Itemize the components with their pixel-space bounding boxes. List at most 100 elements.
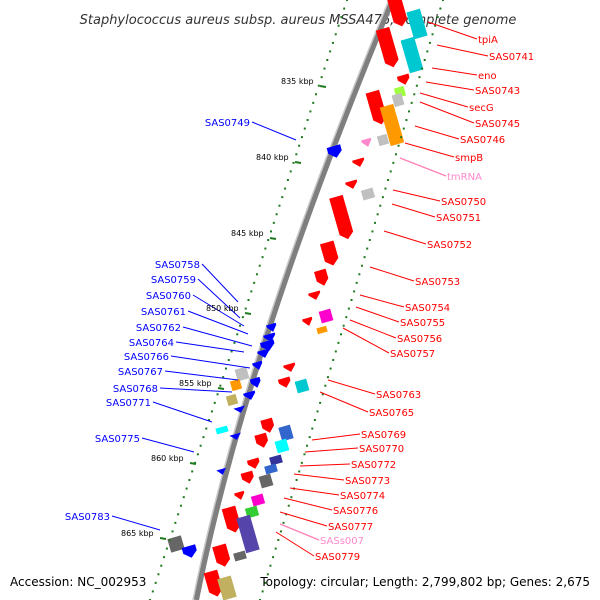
feature-block [225,393,239,407]
forward-gene [375,26,399,68]
leader-line [311,433,361,441]
gene-label[interactable]: smpB [455,153,483,164]
gene-label[interactable]: SASs007 [320,536,364,547]
inner-tick-dot [174,521,177,524]
major-tick [189,462,197,465]
gene-label[interactable]: SAS0761 [141,307,186,318]
inner-tick-dot [191,470,194,473]
outer-tick-dot [282,521,285,524]
gene-label[interactable]: SAS0762 [136,323,181,334]
forward-gene [246,457,260,469]
scale-label-860: 860 kbp [151,454,184,463]
outer-tick-dot [347,307,350,310]
inner-tick-dot [298,144,301,147]
gene-label[interactable]: SAS0749 [205,118,250,129]
inner-tick-dot [343,7,346,10]
gene-label[interactable]: SAS0759 [151,275,196,286]
gene-label[interactable]: SAS0741 [489,52,534,63]
feature-block-shape [406,8,428,40]
outer-tick-dot [340,333,343,336]
inner-tick-dot [312,101,315,104]
forward-gene [254,432,269,448]
gene-label[interactable]: SAS0750 [441,197,486,208]
inner-tick-dot [222,376,225,379]
leader-line [425,81,475,91]
reverse-gene-shape [243,390,256,400]
forward-gene-shape [246,457,260,469]
feature-block [229,378,243,392]
feature-block [360,187,376,201]
gene-label[interactable]: eno [478,71,497,82]
gene-label[interactable]: SAS0760 [146,291,191,302]
feature-block-shape [225,393,239,407]
label-leader-lines [111,21,489,557]
forward-gene-shape [240,470,254,484]
gene-label[interactable]: SAS0773 [345,476,390,487]
forward-gene-shape [234,490,245,500]
outer-tick-dot [353,290,356,293]
inner-tick-dot [315,93,318,96]
inner-tick-dot [334,33,337,36]
leader-line [170,355,251,369]
forward-gene-shape [302,316,313,326]
leader-line [159,387,233,393]
outer-tick-dot [400,136,403,139]
gene-label[interactable]: SAS0754 [405,303,450,314]
gene-label[interactable]: SAS0746 [460,135,505,146]
gene-label[interactable]: SAS0769 [361,430,406,441]
leader-line [141,437,195,453]
gene-label[interactable]: SAS0776 [333,506,378,517]
scale-label-865: 865 kbp [121,529,154,538]
inner-tick-dot [281,196,284,199]
feature-block-shape [316,325,328,335]
gene-label[interactable]: SAS0765 [369,408,414,419]
gene-label[interactable]: secG [469,103,494,114]
reverse-gene-shape [229,432,241,440]
outer-tick-dot [313,419,316,421]
forward-gene-shape [308,290,321,300]
gene-label[interactable]: SAS0783 [65,512,110,523]
inner-tick-dot [323,67,326,70]
gene-label[interactable]: SAS0766 [124,352,169,363]
gene-label[interactable]: SAS0753 [415,277,460,288]
gene-label[interactable]: SAS0767 [118,367,163,378]
gene-label[interactable]: SAS0768 [113,384,158,395]
gene-label[interactable]: SAS0756 [397,334,442,345]
major-tick [269,237,277,240]
outer-tick-dot [266,573,269,576]
gene-label[interactable]: SAS0775 [95,434,140,445]
leader-line [299,463,351,467]
gene-label[interactable]: SAS0757 [390,349,435,360]
inner-tick-dot [278,204,281,207]
gene-label[interactable]: SAS0770 [359,444,404,455]
leader-line [359,294,405,308]
gene-label[interactable]: SAS0774 [340,491,385,502]
gene-label[interactable]: SAS0779 [315,552,360,563]
gene-label[interactable]: SAS0763 [376,390,421,401]
gene-label[interactable]: SAS0777 [328,522,373,533]
scale-label-845: 845 kbp [231,229,264,238]
gene-label[interactable]: SAS0758 [155,260,200,271]
gene-label[interactable]: SAS0764 [129,338,174,349]
gene-label[interactable]: SAS0755 [400,318,445,329]
gene-label[interactable]: SAS0751 [436,213,481,224]
forward-gene-labels: tpiA SAS0741 eno SAS0743 secG SAS0745 SA… [315,35,534,563]
gene-label[interactable]: SAS0743 [475,86,520,97]
forward-gene-shape [365,89,387,125]
leader-line [182,326,253,347]
gene-label[interactable]: tmRNA [447,172,482,183]
gene-label[interactable]: SAS0772 [351,460,396,471]
inner-tick-dot [340,16,343,19]
gene-label[interactable]: SAS0752 [427,240,472,251]
reverse-gene [216,467,226,475]
feature-block [269,454,283,466]
feature-block-shape [360,187,376,201]
forward-gene [314,268,329,286]
reverse-gene [263,332,276,342]
major-tick [159,537,167,540]
gene-label[interactable]: tpiA [478,35,498,46]
gene-label[interactable]: SAS0771 [106,398,151,409]
inner-tick-dot [227,359,230,361]
gene-label[interactable]: SAS0745 [475,119,520,130]
reverse-gene [257,348,270,358]
